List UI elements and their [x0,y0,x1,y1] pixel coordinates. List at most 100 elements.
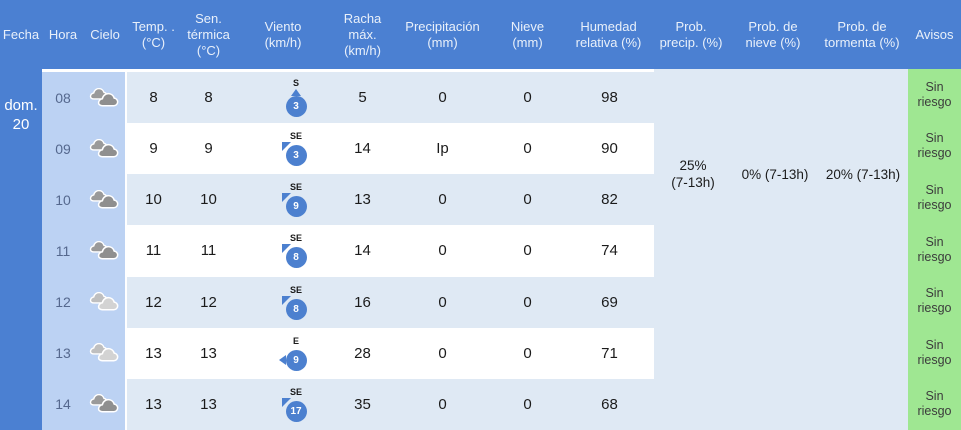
wind-direction-label: SE [289,233,302,244]
snow-value: 0 [523,140,532,158]
sky-cell [84,292,126,312]
wind-direction-label: SE [289,131,302,142]
column-header-viento: Viento (km/h) [264,18,302,50]
sky-cell [84,87,126,108]
wind-badge-wrap: 3 [281,142,307,167]
wind-speed-badge: 3 [285,96,307,118]
date-label: dom. 20 [4,97,38,133]
cloudy-icon [89,87,121,108]
wind-indicator: SE 9 [281,182,307,218]
prob-precip-value: 25% (7-13h) [671,158,715,190]
hour-sky-row: 11 [42,225,126,276]
wind-badge-wrap: 3 [285,96,307,118]
column-header-nieve: Nieve (mm) [510,18,545,50]
column-header-avisos: Avisos [915,26,954,42]
column-header-humedad-relativa: Humedad relativa (%) [575,18,642,50]
column-header-prob-precipitacion: Prob. precip. (%) [659,18,723,50]
cloudy-icon [89,292,121,312]
column-header-hora: Hora [48,26,78,42]
precipitation-value: 0 [438,89,447,107]
humidity-value: 74 [601,242,618,260]
warning-badge: Sin riesgo [917,182,952,212]
wind-speed-badge: 3 [285,145,307,167]
wind-direction-label: SE [289,284,302,295]
column-header-cielo: Cielo [90,26,120,42]
wind-arrow-icon [281,397,291,407]
snow-value: 0 [523,344,532,362]
gust-value: 28 [354,344,371,362]
hour-label: 14 [55,396,71,413]
humidity-value: 82 [601,191,618,209]
sky-cell [84,343,126,363]
hour-sky-row: 10 [42,174,126,225]
feels-like-value: 12 [200,293,217,311]
wind-speed-badge: 8 [285,298,307,320]
wind-badge-wrap: 8 [281,295,307,320]
wind-direction-label: S [292,78,299,89]
wind-direction-label: E [292,335,299,346]
hour-sky-row: 12 [42,277,126,328]
date-column: dom. 20 [0,69,42,430]
wind-badge-wrap: 8 [281,244,307,269]
hour-sky-row: 09 [42,123,126,174]
wind-arrow-icon [291,89,301,97]
table-row: 8 8 S 3 5 0 0 98 [126,72,654,124]
wind-direction-label: SE [289,182,302,193]
cloudy-icon [89,138,121,159]
sky-cell [84,394,126,414]
temperature-value: 8 [149,89,158,107]
table-row: 9 9 SE 3 14 Ip 0 90 [126,123,654,175]
hour-label: 13 [55,345,71,362]
temperature-value: 13 [145,395,162,413]
snow-value: 0 [523,191,532,209]
table-row: 10 10 SE 9 13 0 0 82 [126,174,654,226]
table-row: 11 11 SE 8 14 0 0 74 [126,225,654,277]
warning-badge: Sin riesgo [917,286,952,316]
wind-speed-badge: 8 [285,247,307,269]
column-header-prob-nieve: Prob. de nieve (%) [745,18,801,50]
probability-values-row: 25% (7-13h) 0% (7-13h) 20% (7-13h) [654,157,908,191]
table-row: 13 13 E 9 28 0 0 71 [126,327,654,379]
gust-value: 14 [354,140,371,158]
snow-value: 0 [523,395,532,413]
wind-indicator: SE 8 [281,233,307,269]
probability-block: 25% (7-13h) 0% (7-13h) 20% (7-13h) [654,69,908,430]
temperature-value: 9 [149,140,158,158]
wind-speed-badge: 9 [285,196,307,218]
cloudy-icon [89,343,121,363]
feels-like-value: 9 [204,140,213,158]
table-header: Fecha Hora Cielo Temp. . (°C) Sen. térmica (… [0,0,961,69]
hour-sky-row: 13 [42,328,126,379]
precipitation-value: Ip [436,140,449,158]
hour-label: 09 [55,140,71,157]
column-header-temperatura: Temp. . (°C) [132,18,175,50]
temperature-value: 10 [145,191,162,209]
humidity-value: 71 [601,344,618,362]
humidity-value: 90 [601,140,618,158]
wind-arrow-icon [278,355,286,366]
feels-like-value: 13 [200,395,217,413]
precipitation-value: 0 [438,395,447,413]
precipitation-value: 0 [438,344,447,362]
column-header-fecha: Fecha [2,26,40,42]
warning-badge: Sin riesgo [917,79,952,109]
column-header-racha-maxima: Racha máx. (km/h) [343,10,382,58]
gust-value: 16 [354,293,371,311]
hour-label: 12 [55,294,71,311]
column-header-precipitacion: Precipitación (mm) [405,18,480,50]
feels-like-value: 11 [200,242,217,260]
precipitation-value: 0 [438,191,447,209]
sky-cell [84,189,126,210]
wind-badge-wrap: 17 [281,397,307,422]
wind-arrow-icon [281,244,291,254]
humidity-value: 69 [601,293,618,311]
hour-sky-row: 08 [42,72,126,123]
gust-value: 13 [354,191,371,209]
temperature-value: 13 [145,344,162,362]
warning-badge: Sin riesgo [917,131,952,161]
precipitation-value: 0 [438,242,447,260]
wind-indicator: SE 17 [281,387,307,422]
